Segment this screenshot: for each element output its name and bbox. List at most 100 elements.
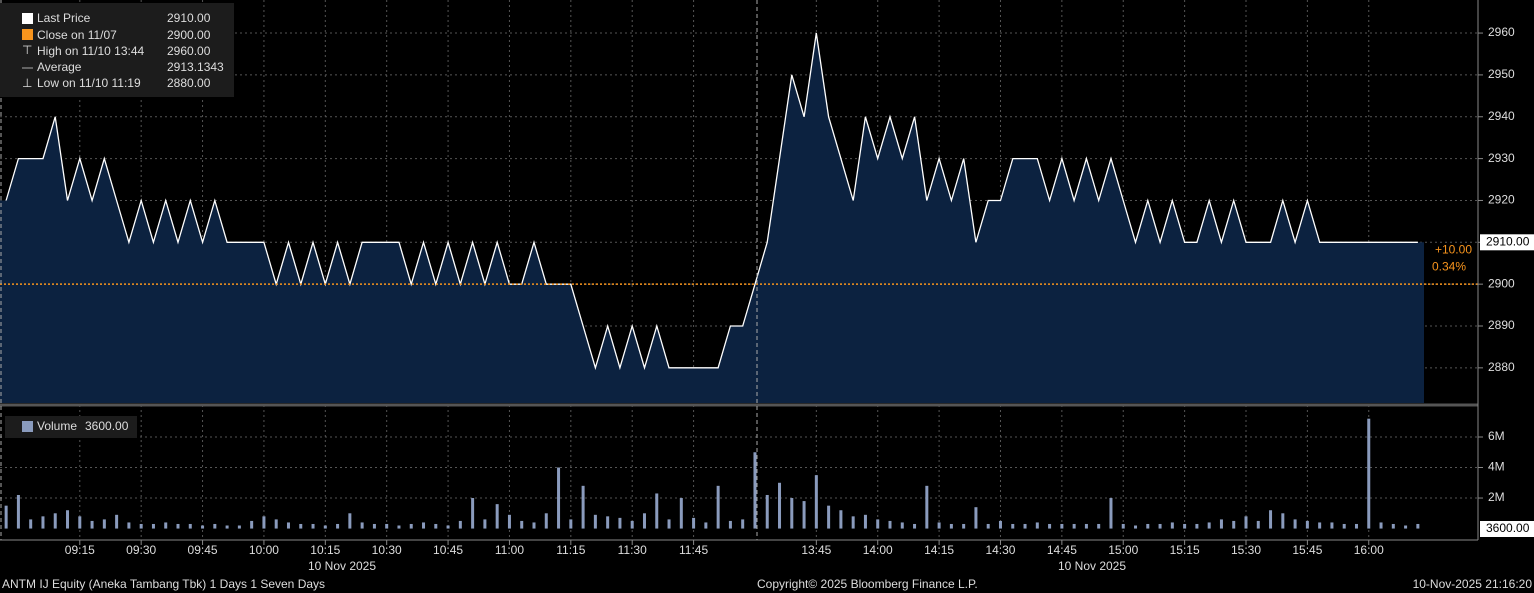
y-tick-label: 2920 (1488, 193, 1515, 207)
volume-bar (311, 523, 315, 529)
legend-label: Close on 11/07 (37, 28, 117, 42)
volume-bar (532, 522, 536, 529)
volume-bar (557, 467, 561, 529)
volume-bar (1281, 513, 1285, 529)
volume-bar (716, 485, 720, 529)
x-tick-label: 09:30 (126, 543, 156, 557)
volume-bar (360, 522, 364, 529)
x-tick-label: 14:15 (924, 543, 954, 557)
x-tick-label: 15:45 (1292, 543, 1322, 557)
volume-bar (888, 520, 892, 529)
volume-bar (1097, 523, 1101, 529)
volume-bar (863, 514, 867, 529)
x-tick-label: 14:00 (863, 543, 893, 557)
x-tick-label: 15:00 (1108, 543, 1138, 557)
x-tick-label: 09:45 (188, 543, 218, 557)
volume-bar (1342, 523, 1346, 529)
volume-bar (66, 510, 70, 529)
y-tick-label: 6M (1488, 429, 1505, 443)
legend-label: Last Price (37, 11, 91, 25)
volume-bar (1011, 523, 1015, 529)
x-tick-label: 14:45 (1047, 543, 1077, 557)
date-label: 10 Nov 2025 (308, 559, 376, 573)
volume-bar (262, 516, 266, 529)
volume-bar (471, 498, 475, 529)
change-label: +10.00 (1435, 242, 1472, 256)
legend-swatch (22, 13, 33, 24)
y-tick-label: 2900 (1488, 276, 1515, 290)
volume-bar (201, 525, 205, 529)
x-tick-label: 14:30 (985, 543, 1015, 557)
volume-bar (814, 475, 818, 529)
volume-bar (606, 516, 610, 529)
volume-bar (544, 513, 548, 529)
y-tick-label: 4M (1488, 460, 1505, 474)
x-tick-label: 11:15 (556, 543, 585, 557)
legend-value: 2910.00 (167, 11, 211, 25)
footer-center: Copyright© 2025 Bloomberg Finance L.P. (757, 577, 978, 591)
y-tick-label: 2890 (1488, 318, 1515, 332)
volume-bar (78, 516, 82, 529)
volume-bar (1183, 523, 1187, 529)
volume-bar (974, 507, 978, 529)
y-tick-label: 2930 (1488, 151, 1515, 165)
x-tick-label: 10:45 (433, 543, 463, 557)
volume-bar (1367, 418, 1371, 529)
volume-bar (385, 523, 389, 529)
volume-bar (802, 501, 806, 529)
volume-legend: Volume 3600.00 (5, 416, 137, 438)
volume-bar (495, 504, 499, 529)
volume-bar (102, 519, 106, 529)
last-price-box (1480, 234, 1534, 251)
volume-bar (422, 522, 426, 529)
volume-value-label: 3600.00 (1486, 521, 1530, 535)
volume-bar (913, 523, 917, 529)
volume-bar (630, 520, 634, 529)
volume-bar (1035, 522, 1039, 529)
volume-bar (839, 510, 843, 529)
legend-label: Volume (37, 419, 77, 433)
x-tick-label: 11:00 (495, 543, 524, 557)
volume-bar (790, 498, 794, 529)
volume-bar (1416, 523, 1420, 529)
volume-bar (827, 505, 831, 529)
price-line (5, 33, 1418, 371)
volume-bar (151, 523, 155, 529)
volume-bar (53, 513, 57, 529)
volume-bar (1048, 523, 1052, 529)
volume-bar (1158, 523, 1162, 529)
date-label: 10 Nov 2025 (1058, 559, 1126, 573)
volume-bar (1109, 498, 1113, 529)
volume-bar (397, 525, 401, 529)
footer-left: ANTM IJ Equity (Aneka Tambang Tbk) 1 Day… (2, 577, 325, 591)
volume-bar (115, 514, 119, 529)
legend-swatch (22, 29, 33, 40)
legend-box (0, 3, 234, 97)
volume-bar (1146, 523, 1150, 529)
volume-bar (274, 519, 278, 529)
footer-right: 10-Nov-2025 21:16:20 (1413, 577, 1533, 591)
legend-icon: ⊥ (22, 76, 32, 90)
volume-bar (1354, 523, 1358, 529)
y-tick-label: 2M (1488, 490, 1505, 504)
volume-bar (176, 523, 180, 529)
volume-bar (1391, 523, 1395, 529)
volume-bar (1293, 519, 1297, 529)
legend-value: 2913.1343 (167, 60, 224, 74)
volume-bar (925, 485, 929, 529)
volume-bar (1023, 523, 1027, 529)
volume-bar (876, 519, 880, 529)
volume-value-box (1480, 521, 1534, 537)
volume-bar (139, 523, 143, 529)
volume-bar (446, 525, 450, 529)
volume-bar (90, 520, 94, 529)
volume-bar (1060, 523, 1064, 529)
x-tick-label: 10:30 (372, 543, 402, 557)
y-tick-label: 2950 (1488, 67, 1515, 81)
volume-bar (581, 485, 585, 529)
legend-icon: ⊤ (22, 43, 32, 57)
volume-bar (323, 525, 327, 529)
volume-bar (692, 517, 696, 529)
volume-bar (741, 519, 745, 529)
